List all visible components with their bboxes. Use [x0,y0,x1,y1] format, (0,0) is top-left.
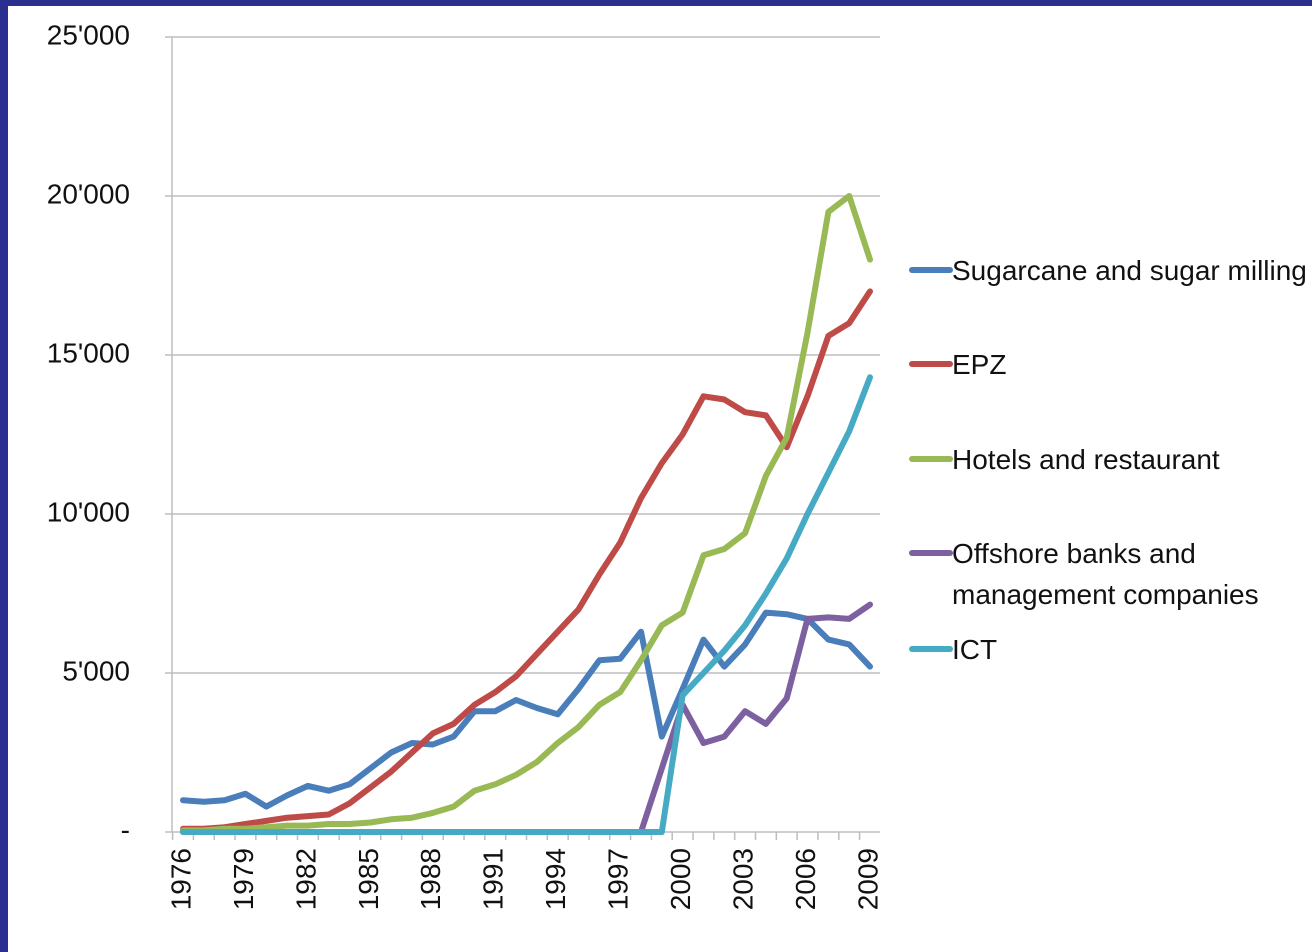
y-tick-label: 5'000 [62,655,130,686]
x-tick-label: 2003 [727,848,758,910]
x-tick-label: 1982 [290,848,321,910]
legend-label: EPZ [952,348,1007,380]
y-tick-label: 25'000 [47,19,130,50]
legend-label: ICT [952,633,998,665]
legend-label: Offshore banks and management companies [952,537,1259,610]
y-tick-label: 20'000 [47,178,130,209]
legend-label: Hotels and restaurant [952,443,1220,475]
x-tick-label: 2009 [852,848,883,910]
x-tick-label: 1994 [540,848,571,910]
x-tick-label: 1979 [228,848,259,910]
series-line [180,288,873,832]
x-tick-label: 1991 [478,848,509,910]
x-tick-label: 2000 [665,848,696,910]
y-tick-label: 10'000 [47,496,130,527]
series-line [180,193,873,834]
y-tick-label: - [121,814,130,845]
series-line [180,374,873,835]
x-tick-label: 2006 [790,848,821,910]
x-tick-label: 1976 [165,848,196,910]
x-tick-label: 1985 [353,848,384,910]
x-tick-label: 1988 [415,848,446,910]
y-tick-label: 15'000 [47,337,130,368]
legend-label: Sugarcane and sugar milling [952,254,1307,286]
x-tick-label: 1997 [603,848,634,910]
series-line [180,609,873,810]
